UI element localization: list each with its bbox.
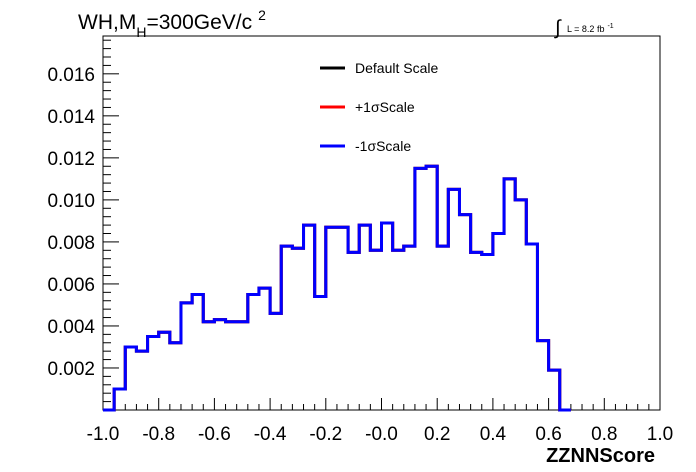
x-tick-label: -0.6 [198, 424, 231, 445]
lumi-text: L = 8.2 fb [567, 24, 604, 34]
legend-label-default: Default Scale [355, 60, 438, 76]
y-tick-label: 0.006 [47, 275, 95, 296]
x-tick-label: -1.0 [87, 424, 120, 445]
x-tick-label: -0.2 [309, 424, 342, 445]
x-tick-label: 1.0 [647, 424, 673, 445]
legend-label-minus: -1σScale [355, 138, 411, 154]
x-tick-label: -0.0 [365, 424, 398, 445]
x-tick-label: 0.8 [591, 424, 617, 445]
series-line-minus [103, 164, 571, 412]
x-tick-label: -0.4 [254, 424, 287, 445]
chart-title: WH,MH=300GeV/c 2 [78, 7, 266, 40]
lumi-exponent: -1 [607, 23, 613, 30]
title-prefix: WH,M [78, 11, 136, 34]
title-suffix: =300GeV/c [146, 11, 252, 34]
y-tick-label: 0.016 [47, 65, 95, 86]
axis-ticks: -1.0 -0.8 -0.6 -0.4 -0.2 -0.0 0.2 0.4 0.6 0.8 1.0 0… [47, 39, 673, 445]
title-superscript: 2 [258, 7, 266, 23]
series-group [103, 164, 571, 412]
y-tick-label: 0.012 [47, 149, 95, 170]
legend-label-plus: +1σScale [355, 99, 415, 115]
x-axis-title: ZZNNScore [546, 445, 655, 467]
y-tick-label: 0.008 [47, 233, 95, 254]
y-tick-label: 0.002 [47, 359, 95, 380]
y-tick-label: 0.010 [47, 191, 95, 212]
y-tick-label: 0.004 [47, 317, 95, 338]
x-tick-label: 0.6 [535, 424, 561, 445]
legend: Default Scale +1σScale -1σScale [320, 60, 438, 154]
x-tick-label: 0.2 [424, 424, 450, 445]
y-tick-label: 0.014 [47, 107, 95, 128]
title-subscript: H [136, 24, 146, 40]
lumi-integral: ∫ [554, 17, 562, 39]
x-tick-label: 0.4 [480, 424, 507, 445]
x-tick-label: -0.8 [142, 424, 175, 445]
lumi-label: L = 8.2 fb -1 [567, 23, 614, 34]
